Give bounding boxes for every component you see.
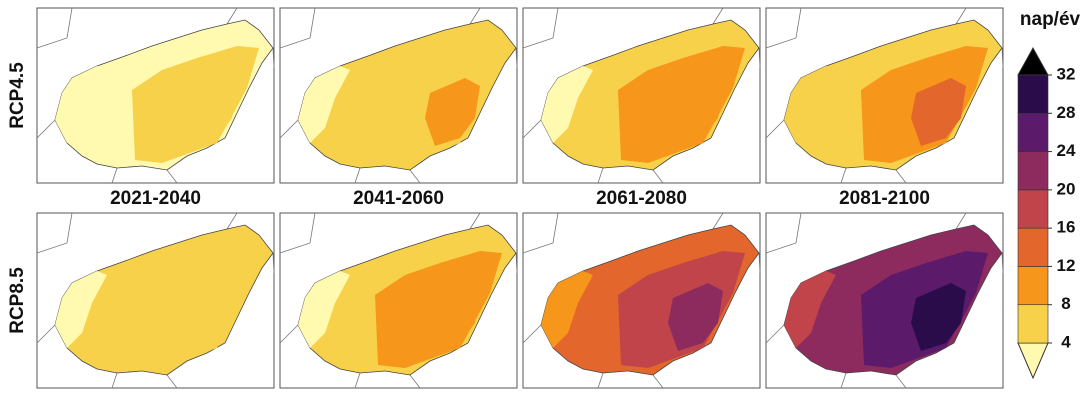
region-west <box>784 271 836 348</box>
region-southeast <box>182 78 237 146</box>
map-panel <box>36 212 275 389</box>
region-southeast <box>911 283 966 351</box>
region-southeast <box>425 283 480 351</box>
colorbar-segment <box>1017 112 1049 152</box>
region-west <box>55 66 107 143</box>
colorbar-segment <box>1017 189 1049 229</box>
region-southeast <box>668 283 723 351</box>
period-label: 2081-2100 <box>839 188 930 209</box>
period-label: 2041-2060 <box>353 188 444 209</box>
colorbar-segment <box>1017 266 1049 306</box>
border-line <box>279 7 518 184</box>
map-panel <box>279 7 518 184</box>
tick-label: 12 <box>1057 256 1076 275</box>
maps <box>36 7 1004 389</box>
period-label: 2021-2040 <box>110 188 201 209</box>
colorbar-segment <box>1017 151 1049 191</box>
tick-label: 20 <box>1057 179 1076 198</box>
colorbar-segment <box>1017 227 1049 267</box>
region-west <box>541 66 593 143</box>
colorbar-segment <box>1017 304 1049 344</box>
colorbar-low <box>1017 342 1049 380</box>
map-panel <box>765 212 1004 389</box>
border-line <box>522 7 761 184</box>
region-west <box>298 66 350 143</box>
border-line <box>522 212 761 389</box>
tick-label: 16 <box>1057 218 1076 237</box>
tick-label: 32 <box>1057 64 1076 83</box>
colorbar-segment <box>1017 74 1049 114</box>
border-line <box>765 212 1004 389</box>
region-southeast <box>668 78 723 146</box>
tick-label: 28 <box>1057 103 1076 122</box>
colorbar-high <box>1017 46 1049 76</box>
region-southeast <box>425 78 480 146</box>
region-southeast <box>182 283 237 351</box>
tick-label: 24 <box>1057 141 1076 160</box>
legend-unit: nap/év <box>1020 9 1081 30</box>
period-label: 2061-2080 <box>596 188 687 209</box>
row-label: RCP8.5 <box>7 267 28 334</box>
map-panel <box>279 212 518 389</box>
region-west <box>784 66 836 143</box>
region-west <box>298 271 350 348</box>
border-line <box>36 7 275 184</box>
border-line <box>279 212 518 389</box>
border-line <box>765 7 1004 184</box>
map-panel <box>522 7 761 184</box>
tick-label: 4 <box>1061 332 1071 351</box>
map-panel <box>765 7 1004 184</box>
tick-label: 8 <box>1061 294 1070 313</box>
map-panel <box>522 212 761 389</box>
map-panel <box>36 7 275 184</box>
row-label: RCP4.5 <box>7 62 28 129</box>
border-line <box>36 212 275 389</box>
region-southeast <box>911 78 966 146</box>
region-west <box>55 271 107 348</box>
colorbar: 4 8 12 16 20 24 28 32 <box>1017 46 1076 380</box>
region-west <box>541 271 593 348</box>
